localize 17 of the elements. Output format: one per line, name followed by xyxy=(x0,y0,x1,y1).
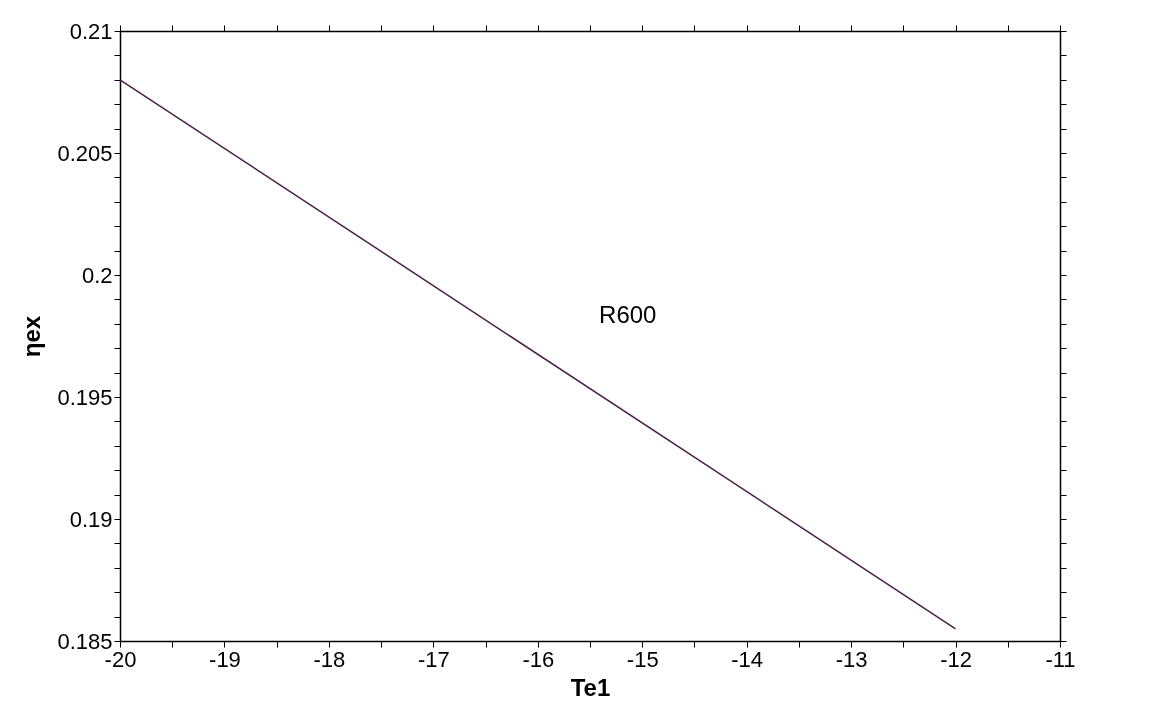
x-tick-label: -16 xyxy=(522,646,555,672)
x-tick-label: -14 xyxy=(731,646,764,672)
y-tick-label: 0.2 xyxy=(81,262,113,288)
x-tick-label: -12 xyxy=(940,646,972,672)
y-tick-label: 0.205 xyxy=(57,140,113,166)
x-tick-label: -13 xyxy=(835,646,868,672)
y-tick-label: 0.19 xyxy=(69,506,113,532)
x-tick-label: -15 xyxy=(626,646,659,672)
x-axis-title: Te1 xyxy=(570,673,611,701)
text: R600 xyxy=(599,301,657,329)
y-tick-label: 0.21 xyxy=(69,18,113,44)
x-tick-label: -18 xyxy=(313,646,346,672)
y-axis-title: ηex xyxy=(18,315,46,358)
y-tick-label: 0.195 xyxy=(57,384,113,410)
x-tick-label: -17 xyxy=(417,646,450,672)
x-tick-label: -19 xyxy=(209,646,241,672)
x-tick-label: -11 xyxy=(1045,646,1076,672)
